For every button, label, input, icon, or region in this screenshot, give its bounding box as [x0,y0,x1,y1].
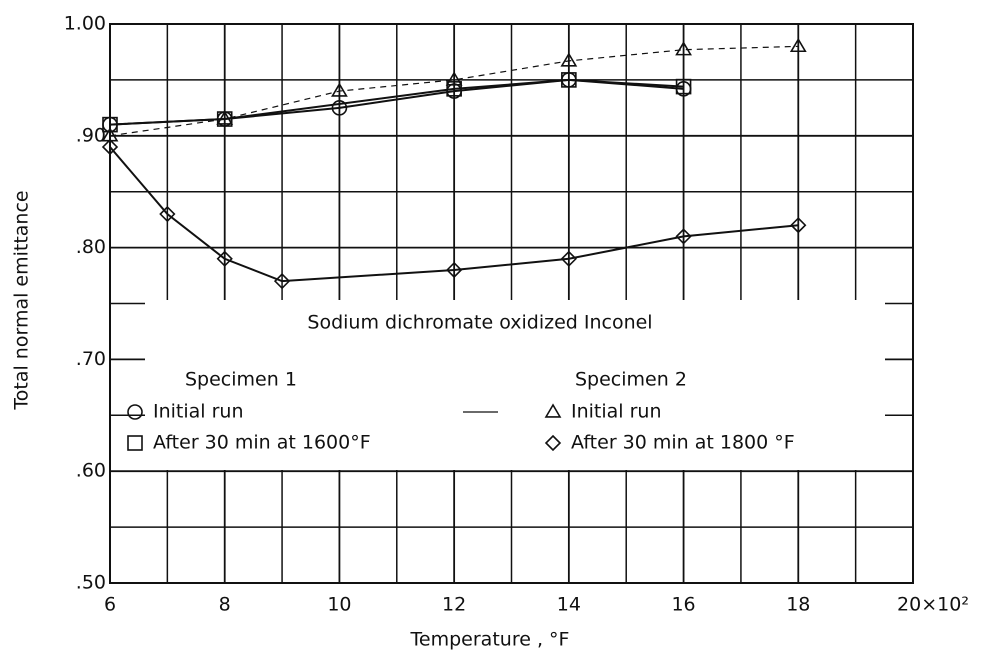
x-tick-label: 16 [671,594,695,616]
marker [446,261,463,279]
x-tick-label: 18 [786,594,810,616]
marker [446,81,462,97]
marker [445,71,463,86]
legend-box [145,300,885,470]
marker [790,217,807,234]
series-line [109,146,799,283]
y-tick-label: .80 [76,236,106,258]
marker [331,82,348,97]
legend-marker [544,403,562,418]
marker [216,110,234,125]
x-tick-label: 8 [219,594,231,616]
y-tick-label: 1.00 [64,13,106,35]
x-tick-label: 14 [557,594,581,616]
legend-heading: Specimen 2 [575,369,687,391]
x-tick-label: 20×10² [897,594,969,616]
y-tick-label: .60 [76,460,106,482]
marker [560,52,578,67]
annotation: Sodium dichromate oxidized Inconel [307,312,652,334]
marker [159,205,176,223]
legend-marker [127,435,143,451]
marker [101,138,119,156]
series-line [109,45,799,137]
marker [560,250,577,267]
marker [675,41,692,56]
legend-label: Initial run [153,401,244,423]
legend-label: Initial run [571,401,662,423]
y-tick-label: .90 [76,124,106,146]
legend-marker [544,434,562,452]
legend-heading: Specimen 1 [185,369,297,391]
marker [102,116,118,133]
legend-marker [127,404,143,420]
marker [675,228,692,245]
marker [789,37,807,53]
y-axis-label: Total normal emittance [11,190,33,410]
plot-frame [109,23,914,584]
y-tick-label: .70 [76,348,106,370]
x-tick-label: 10 [327,594,351,616]
legend-label: After 30 min at 1600°F [153,432,371,454]
series-line [109,78,684,126]
marker [216,250,233,267]
x-axis-label: Temperature , °F [410,629,570,651]
x-tick-label: 12 [442,594,466,616]
marker [273,273,291,290]
legend-label: After 30 min at 1800 °F [571,432,795,454]
marker [561,72,577,88]
y-tick-label: .50 [76,572,106,594]
marker [331,100,348,116]
x-tick-label: 6 [104,594,116,616]
marker [675,78,692,95]
